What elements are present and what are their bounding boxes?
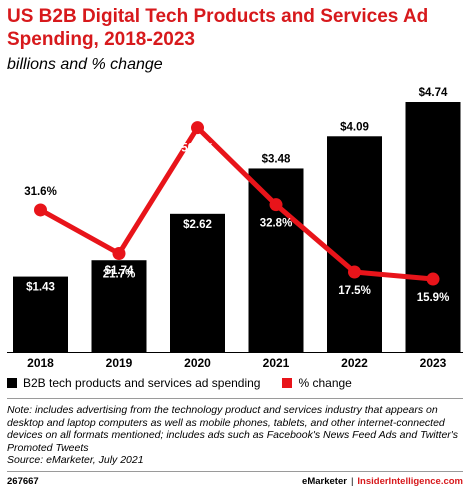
chart-id: 267667 (7, 476, 39, 487)
bar-label-2022: $4.09 (340, 121, 369, 133)
pct-label-2018: 31.6% (24, 186, 57, 198)
x-tick-2020: 2020 (184, 356, 211, 370)
brand: eMarketer | InsiderIntelligence.com (302, 476, 463, 488)
note-text: Note: includes advertising from the tech… (7, 404, 459, 454)
pct-label-2023: 15.9% (417, 292, 450, 304)
x-tick-2018: 2018 (27, 356, 54, 370)
x-tick-2022: 2022 (341, 356, 368, 370)
chart-title: US B2B Digital Tech Products and Service… (7, 6, 429, 50)
bar-label-2019: $1.74 (105, 265, 134, 277)
point-2020 (191, 121, 204, 135)
x-tick-2023: 2023 (420, 356, 447, 370)
pct-label-2022: 17.5% (338, 285, 371, 297)
bar-2021 (248, 168, 304, 352)
chart-note: Note: includes advertising from the tech… (7, 404, 467, 467)
line-pct-change (39, 125, 434, 282)
legend-swatch-bars (7, 378, 17, 388)
pct-label-2021: 32.8% (260, 218, 293, 230)
bar-2018 (13, 276, 68, 352)
bar-label-2021: $3.48 (262, 153, 291, 165)
bar-label-2020: $2.62 (183, 219, 212, 231)
bar-label-2018: $1.43 (26, 282, 55, 294)
chart-legend: B2B tech products and services ad spendi… (7, 375, 467, 391)
bar-2019 (91, 260, 147, 352)
legend-item-bars: B2B tech products and services ad spendi… (7, 375, 260, 391)
point-2023 (426, 272, 440, 286)
bar-label-2023: $4.74 (419, 87, 448, 99)
legend-label-line: % change (298, 376, 352, 390)
pct-label-2019: 21.7% (103, 269, 136, 281)
point-2022 (348, 265, 361, 279)
bar-2023 (405, 102, 461, 352)
bar-2022 (327, 136, 382, 352)
chart-subtitle: billions and % change (7, 56, 163, 73)
brand-emarketer: eMarketer (302, 476, 347, 487)
point-2021 (269, 198, 283, 212)
legend-swatch-line (282, 378, 293, 388)
pct-label-2020: 50.3% (181, 143, 214, 155)
brand-separator: | (350, 476, 354, 487)
divider-bottom (7, 471, 463, 472)
point-2019 (112, 247, 126, 261)
source-text: Source: eMarketer, July 2021 (7, 454, 144, 467)
brand-insider-intelligence: InsiderIntelligence.com (357, 476, 463, 487)
point-2018 (34, 203, 47, 217)
x-tick-2019: 2019 (106, 356, 133, 370)
divider-top (7, 398, 463, 399)
legend-label-bars: B2B tech products and services ad spendi… (23, 376, 261, 390)
x-tick-2021: 2021 (263, 356, 290, 370)
combo-chart: $1.43 $1.74 $2.62 $3.48 $4.09 $4.74 31.6% 21.7%… (7, 87, 463, 370)
legend-item-line: % change (282, 375, 352, 391)
bar-2020 (170, 213, 225, 352)
